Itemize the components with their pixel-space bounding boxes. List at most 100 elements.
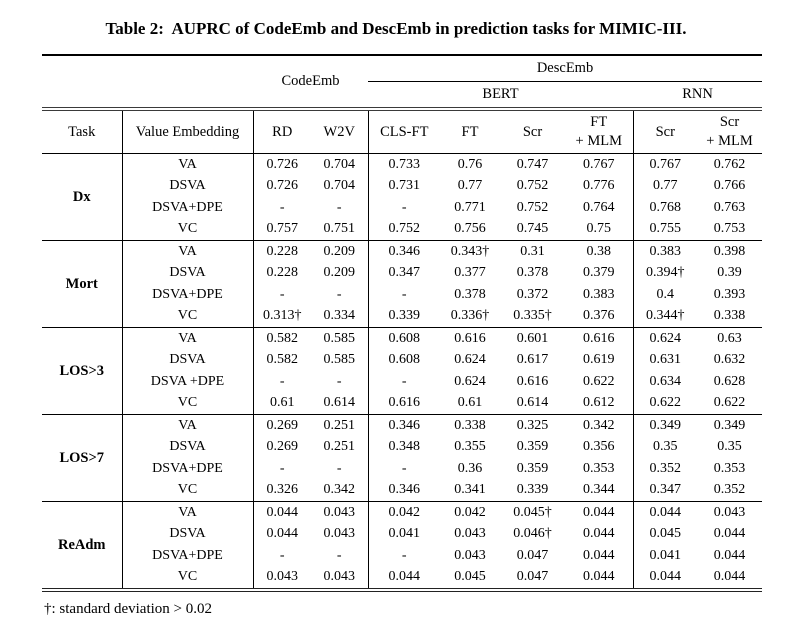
table-header: CodeEmb DescEmb BERT RNN Task Value Embe… <box>42 54 763 154</box>
table-row: DSVA+DPE - - - 0.378 0.372 0.383 0.4 0.393 <box>42 284 762 306</box>
col-header-scr-bert: Scr <box>500 107 565 154</box>
value-cell: 0.372 <box>516 286 549 302</box>
value-cell: 0.752 <box>516 178 549 194</box>
table-row: DSVA+DPE - - - 0.043 0.047 0.044 0.041 0.044 <box>42 545 762 567</box>
col-header-task: Task <box>42 107 123 154</box>
value-cell: 0.326 <box>253 479 311 502</box>
value-cell: 0.356 <box>565 436 634 458</box>
value-cell: 0.047 <box>500 566 565 592</box>
value-cell: 0.045† <box>513 504 552 520</box>
value-cell: 0.044 <box>565 501 634 524</box>
table-row: DSVA 0.582 0.585 0.608 0.624 0.617 0.619 0.631 0… <box>42 349 762 371</box>
value-cell: 0.726 <box>266 156 299 172</box>
value-cell: 0.041 <box>388 526 421 542</box>
value-embedding-cell: DSVA <box>122 349 254 371</box>
value-cell: 0.77 <box>457 178 483 194</box>
value-cell: 0.313† <box>253 305 311 328</box>
value-cell: - <box>401 373 407 389</box>
value-embedding-cell: DSVA +DPE <box>122 371 254 393</box>
value-cell: 0.044 <box>565 566 634 592</box>
col-header-w2v: W2V <box>311 107 369 154</box>
table-row: DSVA+DPE - - - 0.36 0.359 0.353 0.352 0.353 <box>42 458 762 480</box>
table-body: Dx VA 0.726 0.704 0.733 0.76 0.747 0.767 0.767 0.… <box>42 153 763 592</box>
value-cell: 0.043 <box>311 501 369 524</box>
value-cell: 0.045 <box>649 526 682 542</box>
value-cell: 0.624 <box>649 330 682 346</box>
value-cell: - <box>311 197 369 219</box>
value-cell: 0.634 <box>649 373 682 389</box>
value-cell: 0.347 <box>633 479 697 502</box>
col-header-scr-mlm: Scr + MLM <box>697 107 763 154</box>
value-embedding-cell: DSVA+DPE <box>122 284 254 306</box>
value-cell: 0.377 <box>454 265 486 281</box>
value-cell: 0.39 <box>717 265 742 281</box>
value-cell: 0.393 <box>713 286 746 302</box>
table-row: VC 0.326 0.342 0.346 0.341 0.339 0.344 0.347 0.3… <box>42 479 763 502</box>
value-cell: 0.601 <box>516 330 549 346</box>
value-embedding-cell: DSVA <box>122 262 254 284</box>
value-cell: 0.335† <box>500 305 565 328</box>
col-header-cls-ft: CLS-FT <box>368 107 440 154</box>
value-cell: - <box>311 284 369 306</box>
value-cell: 0.043 <box>713 504 746 520</box>
value-cell: 0.767 <box>565 153 634 176</box>
value-embedding-cell: DSVA+DPE <box>122 197 254 219</box>
value-cell: 0.704 <box>311 175 369 197</box>
value-cell: 0.043 <box>311 523 369 545</box>
value-cell: - <box>401 547 407 563</box>
table-row: ReAdm VA 0.044 0.043 0.042 0.042 0.045† 0.044 0.… <box>42 501 762 592</box>
value-cell: 0.771 <box>454 199 486 215</box>
value-embedding-cell: VA <box>122 240 254 263</box>
table-row: Dx VA 0.726 0.704 0.733 0.76 0.747 0.767 0.767 0.… <box>42 153 762 241</box>
value-cell: 0.616 <box>454 330 486 346</box>
value-cell: 0.755 <box>633 218 697 241</box>
value-embedding-cell: VC <box>122 218 254 241</box>
value-cell: 0.228 <box>266 265 299 281</box>
table-row: VC 0.757 0.751 0.752 0.756 0.745 0.75 0.755 0.75… <box>42 218 763 241</box>
value-embedding-cell: VC <box>122 392 254 415</box>
value-cell: - <box>401 199 407 215</box>
value-cell: 0.726 <box>266 178 299 194</box>
value-cell: 0.585 <box>311 349 369 371</box>
value-cell: - <box>279 547 285 563</box>
value-cell: 0.042 <box>454 504 486 520</box>
value-cell: 0.585 <box>311 327 369 350</box>
col-header-ft-mlm: FT + MLM <box>565 107 634 154</box>
value-cell: 0.612 <box>565 392 634 415</box>
value-cell: 0.733 <box>388 156 421 172</box>
value-embedding-cell: VA <box>122 414 254 437</box>
value-embedding-cell: VA <box>122 153 254 176</box>
col-header-rd: RD <box>253 107 311 154</box>
value-cell: 0.338 <box>454 417 486 433</box>
table-row: DSVA +DPE - - - 0.624 0.616 0.622 0.634 0.628 <box>42 371 762 393</box>
value-cell: 0.044 <box>649 504 682 520</box>
value-cell: - <box>401 460 407 476</box>
value-cell: 0.353 <box>565 458 634 480</box>
value-cell: 0.339 <box>500 479 565 502</box>
value-cell: 0.355 <box>454 439 486 455</box>
value-cell: 0.762 <box>713 156 746 172</box>
value-cell: 0.334 <box>311 305 369 328</box>
task-label: Dx <box>42 153 123 241</box>
value-cell: 0.378 <box>454 286 486 302</box>
value-cell: 0.632 <box>713 352 746 368</box>
value-embedding-cell: VA <box>122 327 254 350</box>
value-cell: 0.35 <box>653 439 678 455</box>
value-embedding-cell: VC <box>122 479 254 502</box>
task-label: Mort <box>42 240 123 328</box>
value-embedding-cell: VC <box>122 566 254 592</box>
value-cell: 0.043 <box>253 566 311 592</box>
column-group-descemb: DescEmb <box>368 54 763 82</box>
value-cell: 0.394† <box>646 265 685 281</box>
value-cell: 0.044 <box>697 566 763 592</box>
value-cell: 0.339 <box>368 305 440 328</box>
value-cell: - <box>279 460 285 476</box>
value-cell: 0.35 <box>717 439 742 455</box>
value-cell: 0.046† <box>513 526 552 542</box>
value-cell: 0.044 <box>713 547 746 563</box>
value-cell: - <box>279 199 285 215</box>
value-cell: 0.043 <box>454 547 486 563</box>
value-cell: - <box>279 373 285 389</box>
value-cell: 0.616 <box>368 392 440 415</box>
value-cell: 0.041 <box>649 547 682 563</box>
